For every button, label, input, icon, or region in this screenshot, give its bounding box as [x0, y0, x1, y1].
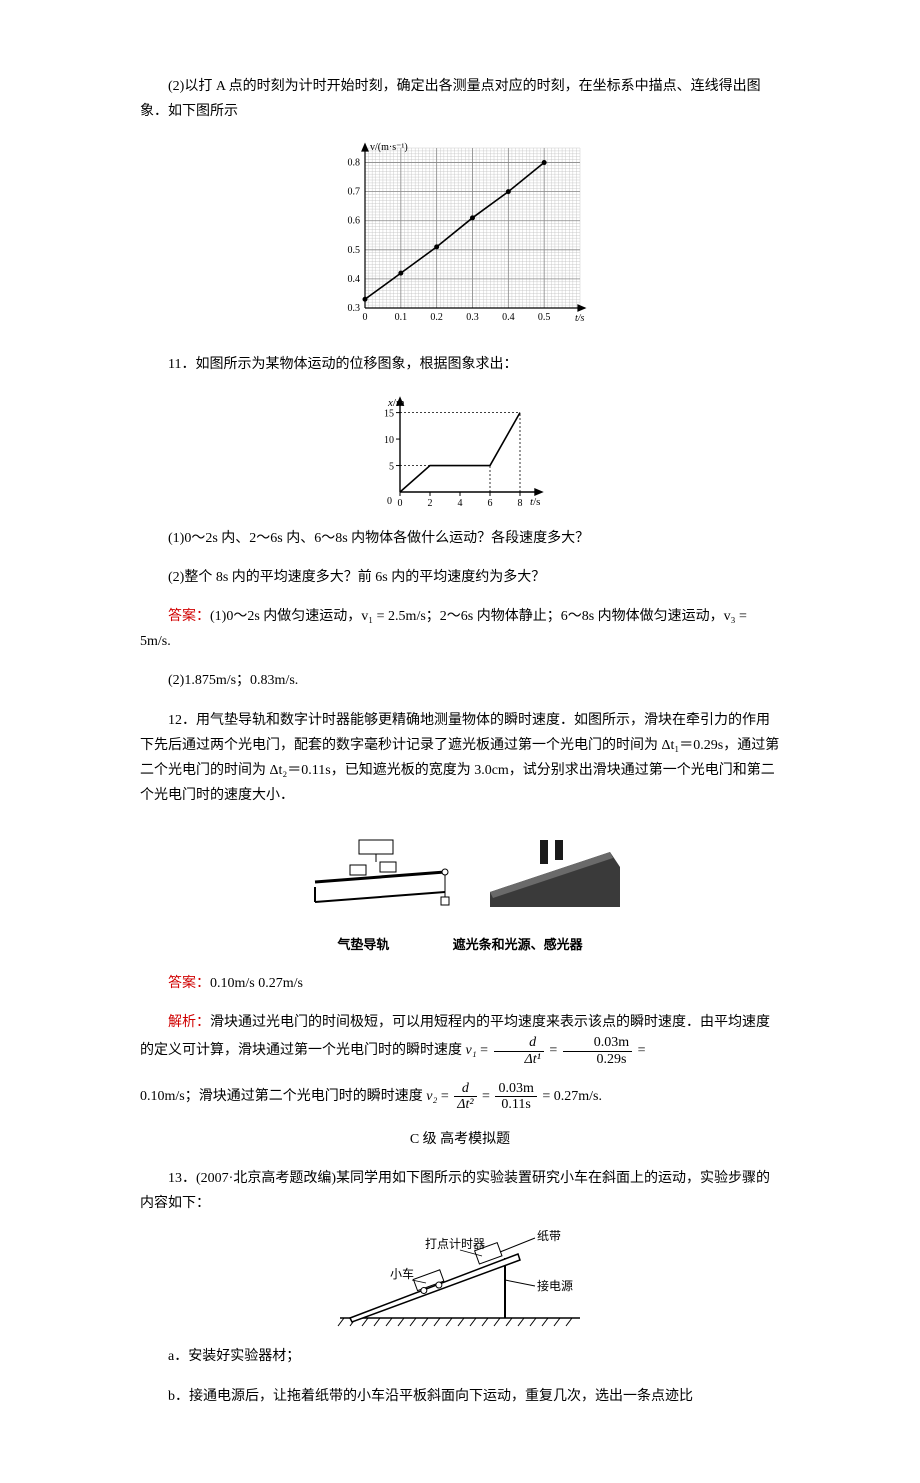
g1-xlabel: t/s [575, 313, 585, 324]
v1-d2: 0.29s [563, 1052, 632, 1067]
e12-v2-formula: v₂ = dΔt² = 0.03m0.11s = 0.27m/s. [426, 1089, 602, 1104]
e12-line1: 解析：滑块通过光电门的时间极短，可以用短程内的平均速度来表示该点的瞬时速度．由平… [140, 1010, 780, 1067]
fig12-cap-right: 遮光条和光源、感光器 [453, 933, 583, 956]
fig12-svg [295, 822, 625, 922]
svg-text:0.5: 0.5 [538, 312, 551, 323]
v2-n1: d [454, 1081, 476, 1097]
q11-b: (2)整个 8s 内的平均速度多大？前 6s 内的平均速度约为多大？ [140, 565, 780, 590]
g1-ylabel: v/(m·s⁻¹) [370, 142, 408, 153]
svg-text:0: 0 [363, 312, 368, 323]
e12-v1-formula: v₁ = dΔt¹ = 0.03m0.29s = [466, 1043, 646, 1058]
velocity-time-chart: 0 0.1 0.2 0.3 0.4 0.5 0.3 0.4 0.5 0.6 0.7 0.8 v/(m·… [325, 138, 595, 338]
svg-text:0.5: 0.5 [348, 245, 361, 256]
eq3: = [638, 1043, 646, 1058]
svg-text:0: 0 [398, 498, 403, 509]
page: (2)以打 A 点的时刻为计时开始时刻，确定出各测量点对应的时刻，在坐标系中描点… [70, 0, 850, 1483]
label-power: 接电源 [537, 1278, 573, 1293]
level-c-head: C 级 高考模拟题 [140, 1127, 780, 1152]
svg-text:8: 8 [518, 498, 523, 509]
q13-head: 13．(2007·北京高考题改编)某同学用如下图所示的实验装置研究小车在斜面上的… [140, 1166, 780, 1216]
svg-text:0.3: 0.3 [348, 303, 361, 314]
v2-lhs: v₂ [426, 1089, 437, 1104]
e12-line2: 0.10m/s；滑块通过第二个光电门时的瞬时速度 v₂ = dΔt² = 0.0… [140, 1081, 780, 1113]
svg-text:0.8: 0.8 [348, 158, 361, 169]
q11-a: (1)0～2s 内、2～6s 内、6～8s 内物体各做什么运动？各段速度多大？ [140, 526, 780, 551]
v1-lhs: v₁ [466, 1043, 477, 1058]
g2-xlabel: t/s [530, 496, 540, 508]
svg-text:0: 0 [387, 496, 392, 507]
svg-text:0.7: 0.7 [348, 187, 361, 198]
svg-text:0.4: 0.4 [348, 274, 361, 285]
svg-text:0.3: 0.3 [466, 312, 479, 323]
svg-text:4: 4 [458, 498, 463, 509]
v1-n2: 0.03m [563, 1035, 632, 1051]
answer-label-11: 答案： [168, 609, 210, 624]
label-tape: 纸带 [537, 1230, 561, 1243]
label-cart: 小车 [390, 1266, 414, 1281]
v1-n1: d [494, 1035, 544, 1051]
svg-text:0.2: 0.2 [430, 312, 443, 323]
svg-text:0.6: 0.6 [348, 216, 361, 227]
e12-mid: 0.10m/s；滑块通过第二个光电门时的瞬时速度 [140, 1089, 426, 1104]
svg-text:2: 2 [428, 498, 433, 509]
svg-text:5: 5 [389, 461, 394, 472]
q13-a: a．安装好实验器材； [140, 1344, 780, 1369]
v2-rhs: = 0.27m/s. [542, 1089, 602, 1104]
fig12-cap-left: 气垫导轨 [337, 933, 389, 956]
a12-line: 答案：0.10m/s 0.27m/s [140, 971, 780, 996]
q11-head: 11．如图所示为某物体运动的位移图象，根据图象求出： [140, 352, 780, 377]
fig12: 气垫导轨 遮光条和光源、感光器 [140, 822, 780, 957]
fig12-captions: 气垫导轨 遮光条和光源、感光器 [140, 933, 780, 956]
a11-line1: 答案：(1)0～2s 内做匀速运动，v₁ = 2.5m/s；2～6s 内物体静止… [140, 604, 780, 654]
a11-line2: (2)1.875m/s；0.83m/s. [140, 668, 780, 693]
q13-b: b．接通电源后，让拖着纸带的小车沿平板斜面向下运动，重复几次，选出一条点迹比 [140, 1384, 780, 1409]
para-intro: (2)以打 A 点的时刻为计时开始时刻，确定出各测量点对应的时刻，在坐标系中描点… [140, 74, 780, 124]
svg-text:15: 15 [384, 408, 394, 419]
a12-text: 0.10m/s 0.27m/s [210, 976, 303, 991]
svg-text:0.1: 0.1 [395, 312, 408, 323]
label-timer: 打点计时器 [425, 1237, 485, 1251]
v2-d2: 0.11s [495, 1097, 536, 1112]
svg-text:6: 6 [488, 498, 493, 509]
eq1: = [480, 1043, 488, 1058]
explain-label-12: 解析： [168, 1015, 210, 1030]
eq2: = [549, 1043, 557, 1058]
displacement-time-chart: 0 2 4 6 8 5 10 15 0 x/m t/s [370, 392, 550, 512]
e12-a: 滑块通过光电门的时间极短，可以用短程内的平均速度来表示该点的瞬时速度．由平均速度… [140, 1015, 770, 1058]
incline-diagram: 打点计时器 纸带 小车 接电源 [330, 1230, 590, 1330]
v1-d1: Δt¹ [494, 1052, 544, 1067]
v2-d1: Δt² [454, 1097, 476, 1112]
q12-para: 12．用气垫导轨和数字计时器能够更精确地测量物体的瞬时速度．如图所示，滑块在牵引… [140, 708, 780, 809]
svg-text:0.4: 0.4 [502, 312, 515, 323]
answer-label-12: 答案： [168, 976, 210, 991]
g2-ylabel: x/m [387, 397, 405, 409]
a11-a-text: (1)0～2s 内做匀速运动，v₁ = 2.5m/s；2～6s 内物体静止；6～… [140, 609, 747, 649]
v2-n2: 0.03m [495, 1081, 536, 1097]
svg-text:10: 10 [384, 435, 394, 446]
